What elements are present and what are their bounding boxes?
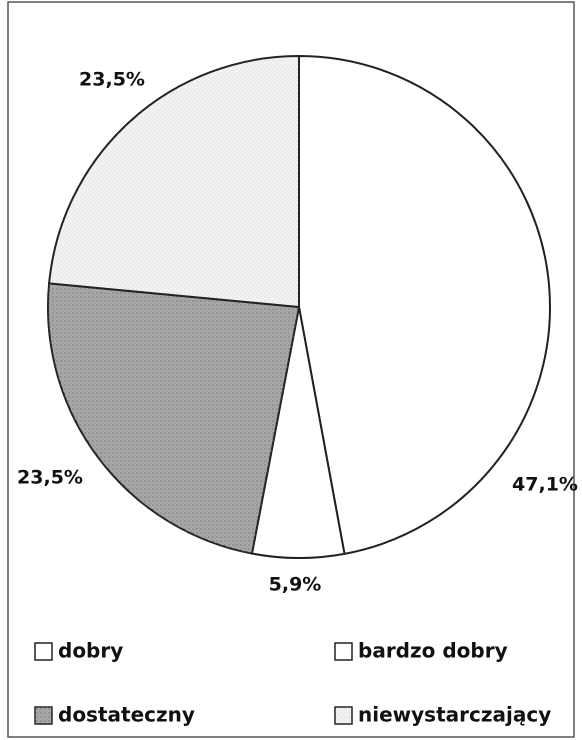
slice-texture <box>49 56 299 307</box>
data-label: 47,1% <box>512 474 578 496</box>
legend-label: dostateczny <box>58 703 195 727</box>
legend-swatch <box>34 642 53 661</box>
legend-label: niewystarczający <box>358 703 551 727</box>
data-label: 23,5% <box>79 69 145 91</box>
legend-texture <box>35 707 52 724</box>
legend-texture <box>335 707 352 724</box>
legend-label: dobry <box>58 639 123 663</box>
legend-label: bardzo dobry <box>358 639 508 663</box>
slice-texture <box>48 283 299 554</box>
legend-swatch <box>334 642 353 661</box>
data-label: 5,9% <box>269 574 322 596</box>
data-label: 23,5% <box>17 467 83 489</box>
pie-slice <box>298 54 551 556</box>
frame <box>7 1 575 738</box>
